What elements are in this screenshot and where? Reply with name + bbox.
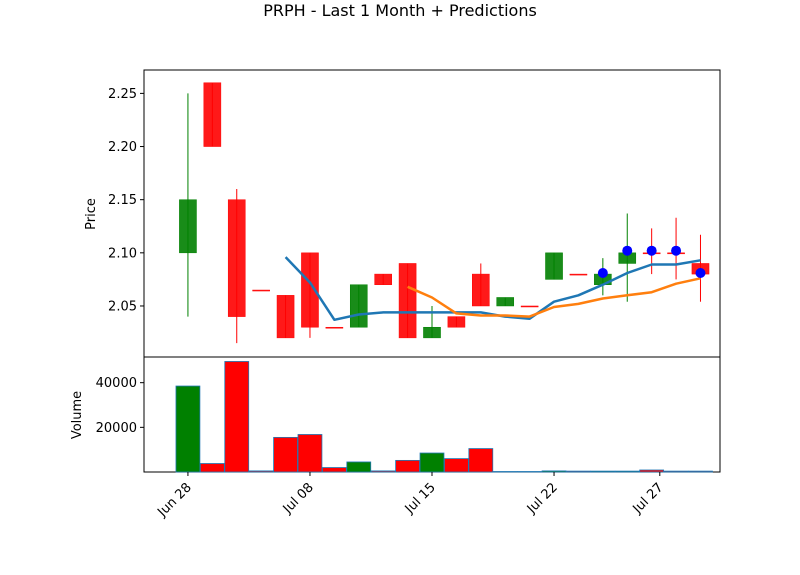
- volume-bar: [663, 470, 689, 473]
- volume-bar: [541, 470, 567, 473]
- volume-bar: [273, 436, 298, 473]
- price-y-tick-label: 2.10: [108, 246, 137, 261]
- candle-body: [447, 316, 466, 328]
- moving-average-line-orange: [407, 277, 701, 318]
- volume-bar: [419, 452, 445, 473]
- x-tick-label: Jul 22: [524, 480, 561, 517]
- volume-y-tick-label: 40000: [96, 376, 137, 391]
- volume-bar: [492, 471, 518, 473]
- candle-body: [569, 273, 588, 276]
- candle-body: [325, 326, 344, 329]
- volume-bar: [590, 470, 616, 473]
- volume-axis-label: Volume: [70, 391, 85, 439]
- volume-bar: [395, 459, 420, 473]
- prediction-point: [622, 245, 633, 256]
- volume-bar: [370, 470, 396, 473]
- volume-bar: [175, 385, 201, 473]
- volume-bar: [199, 463, 225, 473]
- candle-body: [227, 199, 246, 317]
- moving-average-series: [284, 256, 701, 322]
- candle-body: [349, 284, 368, 328]
- volume-bar: [322, 467, 347, 473]
- price-y-tick-label: 2.20: [108, 140, 137, 155]
- volume-bar: [639, 469, 665, 473]
- price-y-tick-label: 2.05: [108, 299, 137, 314]
- volume-y-tick-label: 20000: [96, 421, 137, 436]
- x-tick-label: Jun 28: [154, 480, 194, 520]
- prediction-point: [597, 268, 608, 279]
- candle-body: [520, 305, 539, 308]
- price-y-tick-label: 2.25: [108, 87, 137, 102]
- volume-panel: 20000 40000 Jun 28 Jul 08 Jul 15 Jul 22 Jul 2…: [70, 356, 721, 521]
- prediction-point: [695, 268, 706, 279]
- volume-bar-series: [175, 361, 713, 473]
- volume-bar: [566, 470, 591, 473]
- x-tick-label: Jul 15: [402, 480, 439, 517]
- volume-bar: [517, 471, 542, 473]
- price-y-axis: 2.05 2.10 2.15 2.20 2.25: [108, 87, 144, 314]
- volume-bar: [614, 470, 640, 473]
- volume-bar: [346, 461, 372, 473]
- candle-body: [276, 295, 295, 339]
- price-panel: 2.05 2.10 2.15 2.20 2.25 Price: [84, 69, 721, 358]
- volume-bar: [297, 434, 323, 473]
- volume-bar: [444, 458, 469, 473]
- prediction-point: [671, 245, 682, 256]
- candle-body: [252, 289, 270, 292]
- candle-body: [423, 326, 441, 339]
- volume-y-axis: 20000 40000: [96, 376, 144, 436]
- prediction-point: [646, 245, 657, 256]
- x-tick-label: Jul 27: [630, 480, 667, 517]
- candle-body: [179, 199, 197, 254]
- candle-body: [374, 273, 392, 285]
- candle-body: [496, 297, 515, 307]
- price-y-tick-label: 2.15: [108, 193, 137, 208]
- prediction-series: [597, 245, 706, 279]
- candle-body: [472, 273, 490, 307]
- candle-body: [545, 252, 563, 280]
- volume-bar: [468, 448, 494, 473]
- volume-bar: [688, 470, 713, 473]
- x-tick-label: Jul 08: [280, 480, 317, 517]
- candle-body: [398, 263, 417, 339]
- candle-body: [203, 82, 222, 147]
- volume-bar: [248, 470, 274, 473]
- candle-body: [301, 252, 319, 328]
- price-axis-label: Price: [84, 198, 99, 230]
- volume-bar: [224, 361, 250, 473]
- chart-title: PRPH - Last 1 Month + Predictions: [263, 1, 537, 20]
- date-x-axis: Jun 28 Jul 08 Jul 15 Jul 22 Jul 27: [154, 472, 667, 521]
